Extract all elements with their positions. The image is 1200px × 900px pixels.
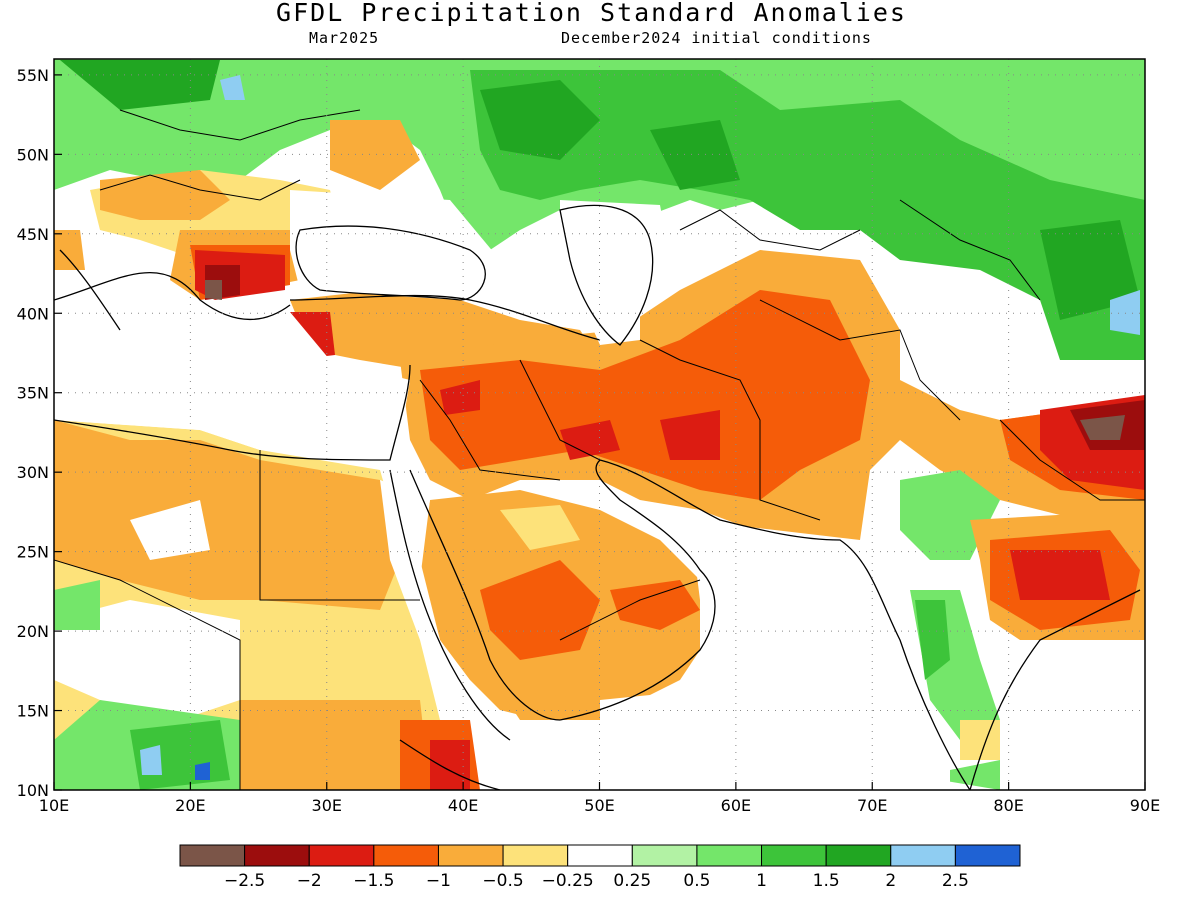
colorbar-swatch [567, 844, 633, 867]
x-tick-label: 50E [584, 796, 614, 815]
latitude-axis: 10N 15N 20N 25N 30N 35N 40N 45N 50N 55N [17, 66, 62, 800]
anomaly-field [54, 59, 1145, 790]
colorbar-label: 1.5 [813, 871, 840, 891]
colorbar-label: −1.5 [353, 871, 394, 891]
map-title: GFDL Precipitation Standard Anomalies [276, 0, 907, 27]
colorbar-label: 0.25 [613, 871, 651, 891]
graticule [54, 59, 1145, 790]
colorbar-swatch [696, 844, 763, 867]
colorbar-swatch [373, 844, 439, 867]
colorbar-label: −1 [426, 871, 451, 891]
colorbar-label: 2.5 [942, 871, 969, 891]
x-tick-label: 90E [1130, 796, 1160, 815]
y-tick-label: 35N [17, 384, 49, 403]
colorbar-label: −0.25 [542, 871, 594, 891]
x-tick-label: 60E [721, 796, 751, 815]
y-tick-label: 40N [17, 304, 49, 323]
forecast-month: Mar2025 [309, 29, 380, 47]
colorbar-label: −0.5 [482, 871, 523, 891]
coastlines [54, 204, 1141, 790]
colorbar-swatch [825, 844, 892, 867]
colorbar-swatch [954, 844, 1021, 867]
y-tick-label: 50N [17, 145, 49, 164]
colorbar-label: 2 [885, 871, 896, 891]
x-tick-label: 70E [857, 796, 887, 815]
y-tick-label: 25N [17, 543, 49, 562]
x-tick-label: 20E [175, 796, 205, 815]
colorbar-swatch [179, 844, 246, 867]
region-russia-kazakhstan [470, 70, 1145, 360]
colorbar-label: −2 [297, 871, 322, 891]
longitude-axis: 10E 20E 30E 40E 50E 60E 70E 80E 90E [39, 782, 1160, 815]
y-tick-label: 10N [17, 781, 49, 800]
colorbar-swatch [308, 844, 375, 867]
colorbar-swatch [761, 844, 827, 867]
colorbar-swatch [890, 844, 956, 867]
colorbar-swatch [244, 844, 310, 867]
colorbar-swatch [502, 844, 569, 867]
initial-conditions: December2024 initial conditions [561, 29, 872, 47]
country-borders [54, 109, 1145, 790]
colorbar-swatch [631, 844, 698, 867]
y-tick-label: 15N [17, 702, 49, 721]
x-tick-label: 80E [993, 796, 1023, 815]
x-tick-label: 30E [312, 796, 342, 815]
y-tick-label: 55N [17, 66, 49, 85]
colorbar-label: 1 [756, 871, 767, 891]
colorbar-label: −2.5 [224, 871, 265, 891]
colorbar-labels: −2.5 −2 −1.5 −1 −0.5 −0.25 0.25 0.5 1 1.5 2 2.5 [224, 871, 969, 891]
colorbar [179, 844, 1021, 867]
y-tick-label: 30N [17, 463, 49, 482]
colorbar-label: 0.5 [683, 871, 710, 891]
x-tick-label: 10E [39, 796, 69, 815]
x-tick-label: 40E [448, 796, 478, 815]
colorbar-swatch [437, 844, 504, 867]
y-tick-label: 45N [17, 225, 49, 244]
y-tick-label: 20N [17, 622, 49, 641]
